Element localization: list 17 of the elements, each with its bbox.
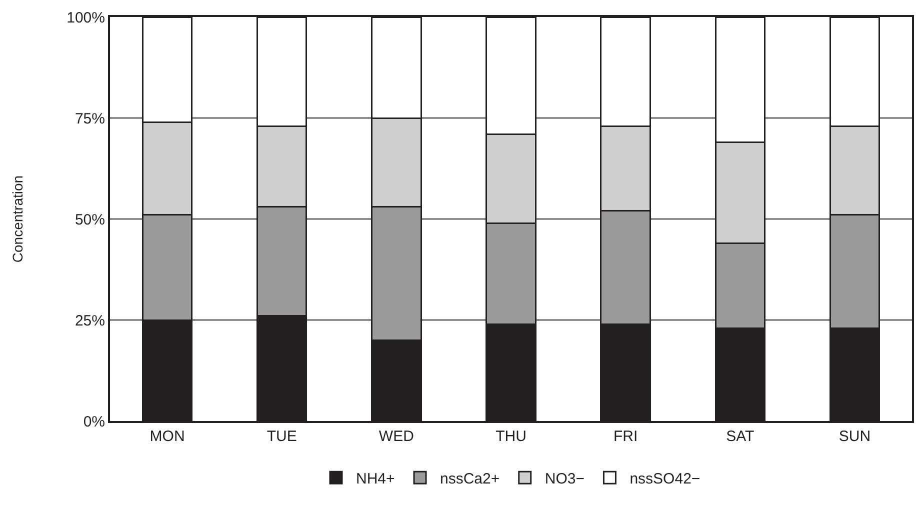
x-tick-label: MON [150,428,185,445]
x-tick-label: SAT [726,428,754,445]
x-tick-label: THU [496,428,526,445]
y-axis-title: Concentration [10,175,26,263]
legend-label: nssCa2+ [440,470,500,488]
y-tick-label: 25% [74,312,105,330]
x-tick-label: TUE [266,428,297,445]
y-tick-label: 75% [74,110,105,128]
y-tick-label: 100% [66,9,105,26]
legend-label: NH4+ [356,470,396,488]
y-tick-label: 50% [74,211,105,228]
x-tick-label: SUN [838,428,871,445]
legend-label: nssSO42− [630,470,700,488]
x-tick-label: FRI [613,428,638,445]
x-tick-label: WED [378,428,414,445]
y-tick-label: 0% [83,413,105,430]
legend-label: NO3− [544,470,585,488]
